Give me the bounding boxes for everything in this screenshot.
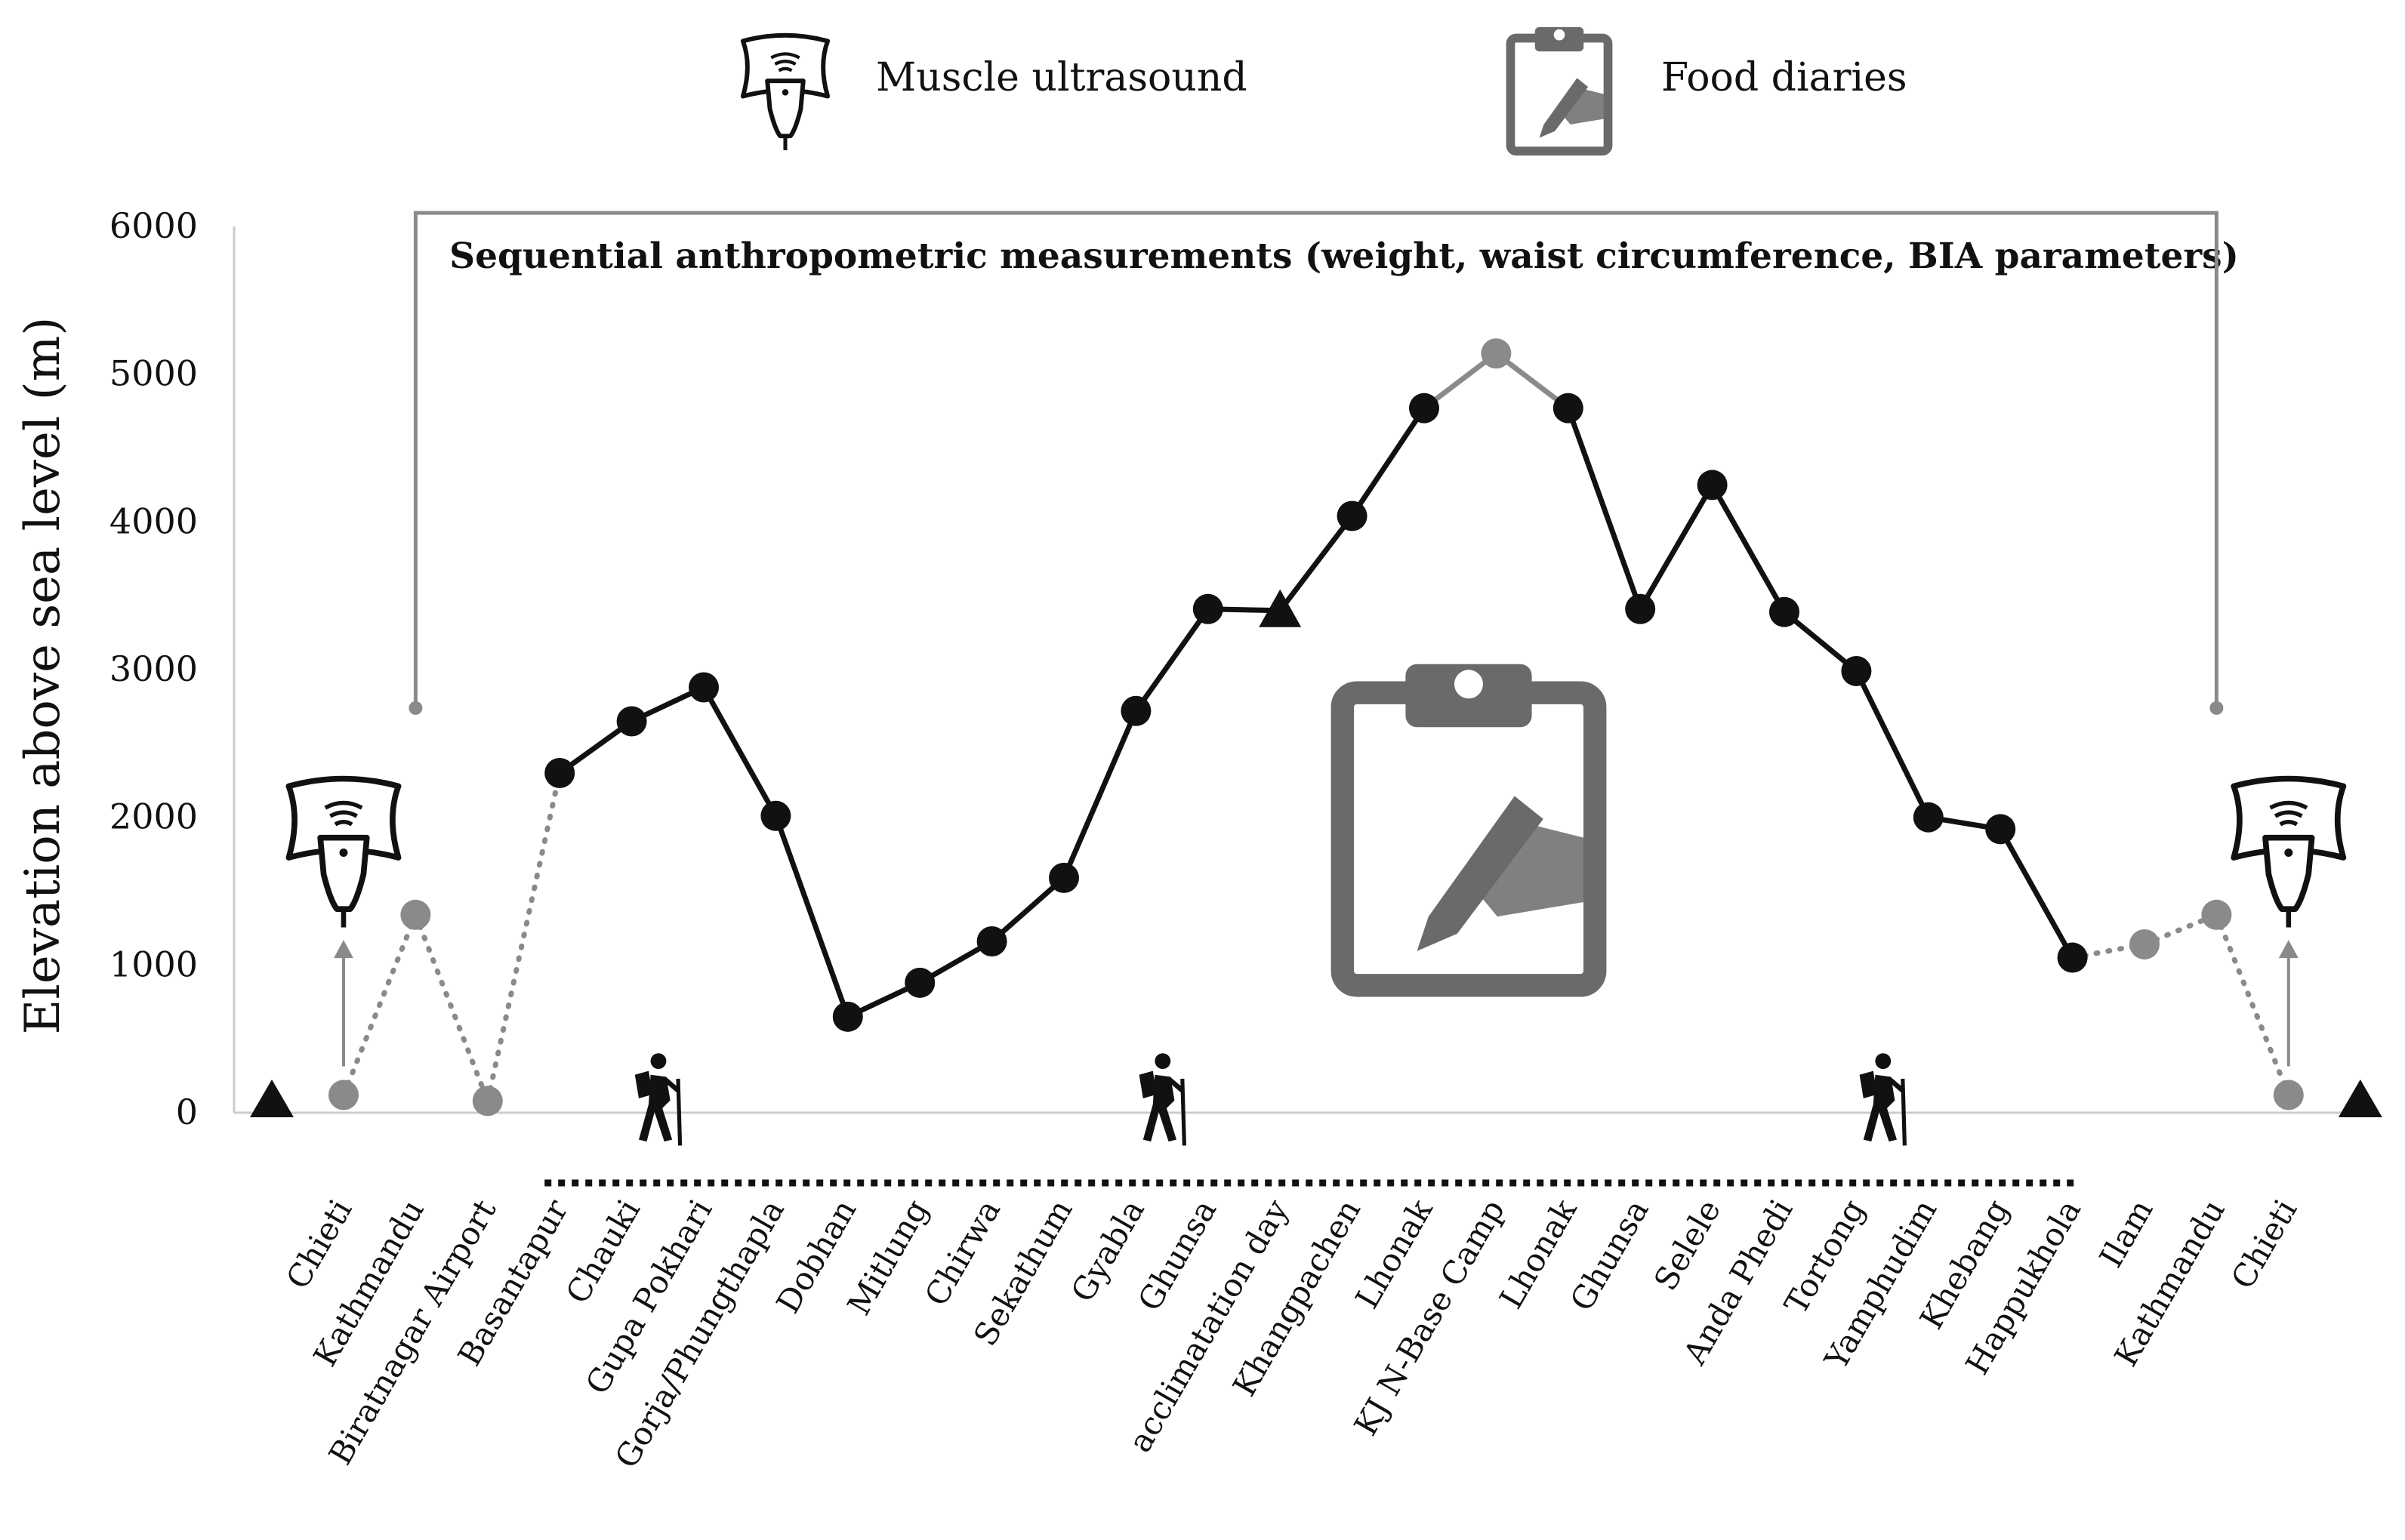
legend-ultrasound-label: Muscle ultrasound — [876, 55, 1247, 100]
data-point — [1337, 500, 1367, 531]
data-point — [1192, 593, 1223, 624]
data-point — [1625, 593, 1656, 624]
ultrasound-probe-icon — [288, 779, 398, 928]
legend: Muscle ultrasound Food diaries — [743, 27, 1907, 151]
ultrasound-probe-icon — [2234, 779, 2343, 928]
ultrasound-arrowhead — [334, 940, 353, 959]
legend-diary-icon — [1510, 27, 1610, 151]
ultrasound-arrowhead — [2278, 940, 2299, 959]
bracket-line — [413, 211, 2218, 708]
data-point — [1481, 338, 1512, 369]
y-tick-label: 3000 — [109, 648, 198, 689]
x-tick-label: KJ N-Base Camp — [1347, 1193, 1512, 1441]
food-diary-icon — [1343, 664, 1601, 986]
legend-ultrasound-icon — [743, 35, 828, 150]
line-segment — [1781, 609, 1859, 674]
data-point — [2273, 1080, 2304, 1110]
line-segment — [1853, 668, 1932, 821]
bracket-label: Sequential anthropometric measurements (… — [449, 236, 2239, 277]
line-segment — [1637, 482, 1716, 612]
data-point — [976, 926, 1007, 957]
y-tick-label: 2000 — [109, 796, 198, 837]
x-tick-label: Selele — [1647, 1194, 1728, 1297]
hiker-icon — [1860, 1053, 1905, 1145]
x-tick-label: Chieti — [2224, 1194, 2304, 1295]
line-segment — [1349, 405, 1427, 519]
data-point — [1552, 393, 1583, 424]
line-segment — [341, 912, 418, 1098]
data-point — [616, 706, 647, 737]
line-segment — [1565, 405, 1643, 612]
legend-diary-label: Food diaries — [1661, 55, 1907, 100]
y-axis-title: Elevation above sea level (m) — [15, 317, 71, 1035]
line-segment — [1997, 826, 2076, 961]
y-tick-label: 1000 — [109, 944, 198, 984]
y-tick-label: 4000 — [109, 500, 198, 541]
line-segment — [2213, 912, 2292, 1098]
data-point — [1913, 802, 1944, 833]
hiker-icon — [635, 1053, 680, 1145]
hiker-icon — [1139, 1053, 1185, 1145]
data-point — [400, 899, 431, 930]
line-segment — [989, 875, 1067, 944]
y-tick-label: 5000 — [109, 353, 198, 394]
data-point — [472, 1086, 503, 1116]
data-point — [1841, 655, 1872, 686]
data-point — [2129, 929, 2160, 959]
data-point — [1409, 393, 1439, 424]
data-point — [1121, 695, 1152, 726]
bracket-end-left — [409, 701, 423, 715]
bracket-end-right — [2209, 701, 2224, 715]
line-segment — [485, 770, 563, 1104]
data-point — [1049, 862, 1079, 893]
data-point — [832, 1001, 863, 1032]
axes: 0 1000 2000 3000 4000 5000 6000 — [109, 205, 2379, 1132]
measurement-bracket: Sequential anthropometric measurements (… — [409, 211, 2239, 715]
data-point — [2057, 942, 2088, 973]
data-point — [1697, 470, 1728, 500]
data-point — [2201, 899, 2232, 930]
data-point — [905, 967, 936, 998]
line-segment — [1277, 513, 1355, 614]
elevation-markers — [250, 338, 2382, 1117]
data-point — [1769, 596, 1799, 627]
data-point — [1985, 814, 2016, 845]
data-point — [544, 757, 575, 788]
data-point — [328, 1080, 359, 1110]
y-tick-label: 6000 — [109, 205, 198, 246]
line-segment — [1710, 482, 1787, 615]
x-tick-label: Chieti — [279, 1194, 359, 1295]
x-tick-label: Ilam — [2092, 1194, 2160, 1274]
line-segment — [1133, 606, 1211, 714]
y-tick-label: 0 — [176, 1092, 198, 1132]
boundary-marker — [2338, 1080, 2382, 1117]
annotation-icons — [288, 779, 2343, 1146]
boundary-marker — [250, 1080, 294, 1117]
line-segment — [412, 912, 491, 1104]
line-segment — [772, 813, 851, 1020]
data-point — [1259, 589, 1302, 627]
line-segment — [701, 684, 779, 819]
line-segment — [1061, 708, 1139, 881]
data-point — [689, 672, 719, 703]
data-point — [760, 800, 791, 831]
